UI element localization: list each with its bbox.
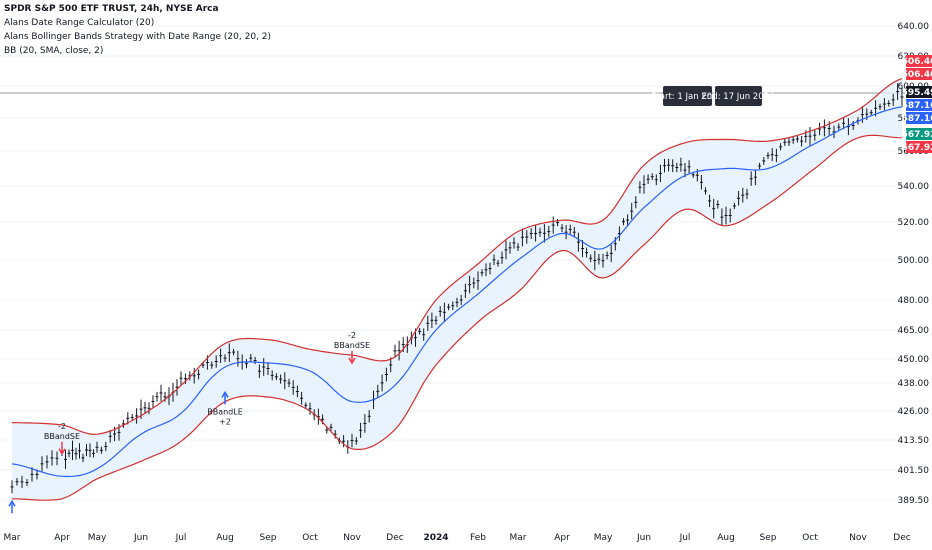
x-tick-label: Dec	[386, 533, 403, 543]
x-tick-label: Feb	[470, 533, 486, 543]
indicator-bb[interactable]: BB (20, SMA, close, 2)	[4, 46, 104, 56]
y-tick-label: 520.00	[898, 218, 930, 228]
x-tick-label: Oct	[802, 533, 818, 543]
x-tick-label: Apr	[54, 533, 70, 543]
x-tick-label: May	[594, 533, 613, 543]
y-tick-label: 426.00	[898, 407, 930, 417]
price-badge	[906, 68, 932, 80]
x-tick-label: Aug	[216, 533, 234, 543]
x-tick-label: Dec	[893, 533, 910, 543]
symbol-title[interactable]: SPDR S&P 500 ETF TRUST, 24h, NYSE Arca	[4, 4, 219, 14]
band-fill	[12, 78, 902, 501]
x-tick-label: 2024	[423, 533, 448, 543]
price-badge-text: 567.92	[902, 130, 932, 140]
y-tick-label: 413.50	[898, 436, 930, 446]
price-badges: 606.40 606.40 595.49 587.16 587.16 567.92 567.…	[902, 55, 932, 153]
price-badge-text: 606.40	[902, 57, 932, 67]
short-signal-label: BBandSE	[44, 432, 80, 441]
indicator-date-range[interactable]: Alans Date Range Calculator (20)	[4, 18, 155, 28]
x-axis-bg	[0, 527, 932, 550]
y-tick-label: 640.00	[898, 22, 930, 32]
x-tick-label: Oct	[302, 533, 318, 543]
bollinger-lines	[11, 77, 903, 501]
indicator-strategy[interactable]: Alans Bollinger Bands Strategy with Date…	[4, 32, 272, 42]
x-tick-label: Aug	[717, 533, 735, 543]
x-tick-label: Nov	[343, 533, 361, 543]
price-badge-text: 587.16	[902, 114, 932, 124]
lower-band-line	[12, 134, 903, 501]
x-tick-label: Mar	[510, 533, 527, 543]
end-label-box	[715, 86, 762, 106]
price-badge-text: 606.40	[902, 70, 932, 80]
long-signal-label: BBandLE	[207, 407, 243, 416]
chart-legend: SPDR S&P 500 ETF TRUST, 24h, NYSE Arca A…	[4, 2, 271, 58]
start-label: Start: 1 Jan 2004	[651, 92, 723, 102]
long-arrow-head	[221, 390, 229, 398]
y-tick-label: 500.00	[898, 256, 930, 266]
short-signal-label: BBandSE	[334, 341, 370, 350]
y-tick-label: 389.50	[898, 496, 930, 506]
upper-band-line	[11, 77, 903, 436]
y-tick-label: 401.50	[898, 466, 930, 476]
end-label: End: 17 Jun 2024	[702, 92, 775, 102]
x-axis[interactable]: Mar Apr May Jun Jul Aug Sep Oct Nov Dec 2024 Feb Mar…	[0, 527, 932, 550]
x-tick-label: Jul	[175, 533, 187, 543]
basis-line	[11, 106, 903, 478]
price-badge-text: 567.92	[902, 143, 932, 153]
x-tick-label: May	[88, 533, 107, 543]
short-signal-qty: -2	[58, 422, 66, 431]
short-signal-qty: -2	[348, 331, 356, 340]
long-signal-qty: +2	[219, 417, 231, 426]
y-tick-label: 540.00	[898, 182, 930, 192]
x-tick-label: Nov	[849, 533, 867, 543]
start-label-box	[663, 86, 712, 106]
x-tick-label: Sep	[760, 533, 777, 543]
y-tick-label: 450.00	[898, 355, 930, 365]
y-tick-label: 465.00	[898, 326, 930, 336]
long-arrow-head	[8, 499, 16, 507]
date-range-labels: Start: 1 Jan 2004 End: 17 Jun 2024	[651, 86, 774, 106]
price-badge	[906, 141, 932, 153]
price-badge-text: 595.49	[902, 88, 932, 98]
y-tick-label: 480.00	[898, 296, 930, 306]
price-badge	[906, 86, 932, 98]
x-tick-label: Sep	[260, 533, 277, 543]
y-tick-label: 438.00	[898, 379, 930, 389]
bollinger-band-fill	[12, 78, 902, 501]
price-badge	[906, 99, 932, 111]
x-tick-label: Mar	[4, 533, 21, 543]
short-arrow-head	[348, 357, 356, 365]
x-tick-label: Apr	[554, 533, 570, 543]
x-tick-label: Jun	[636, 533, 651, 543]
short-arrow-head	[58, 448, 66, 456]
x-tick-label: Jun	[133, 533, 148, 543]
price-badge	[906, 55, 932, 67]
x-tick-label: Jul	[679, 533, 691, 543]
price-badge	[906, 112, 932, 124]
price-badge	[906, 128, 932, 140]
price-badge-text: 587.16	[902, 101, 932, 111]
candles	[10, 83, 904, 494]
